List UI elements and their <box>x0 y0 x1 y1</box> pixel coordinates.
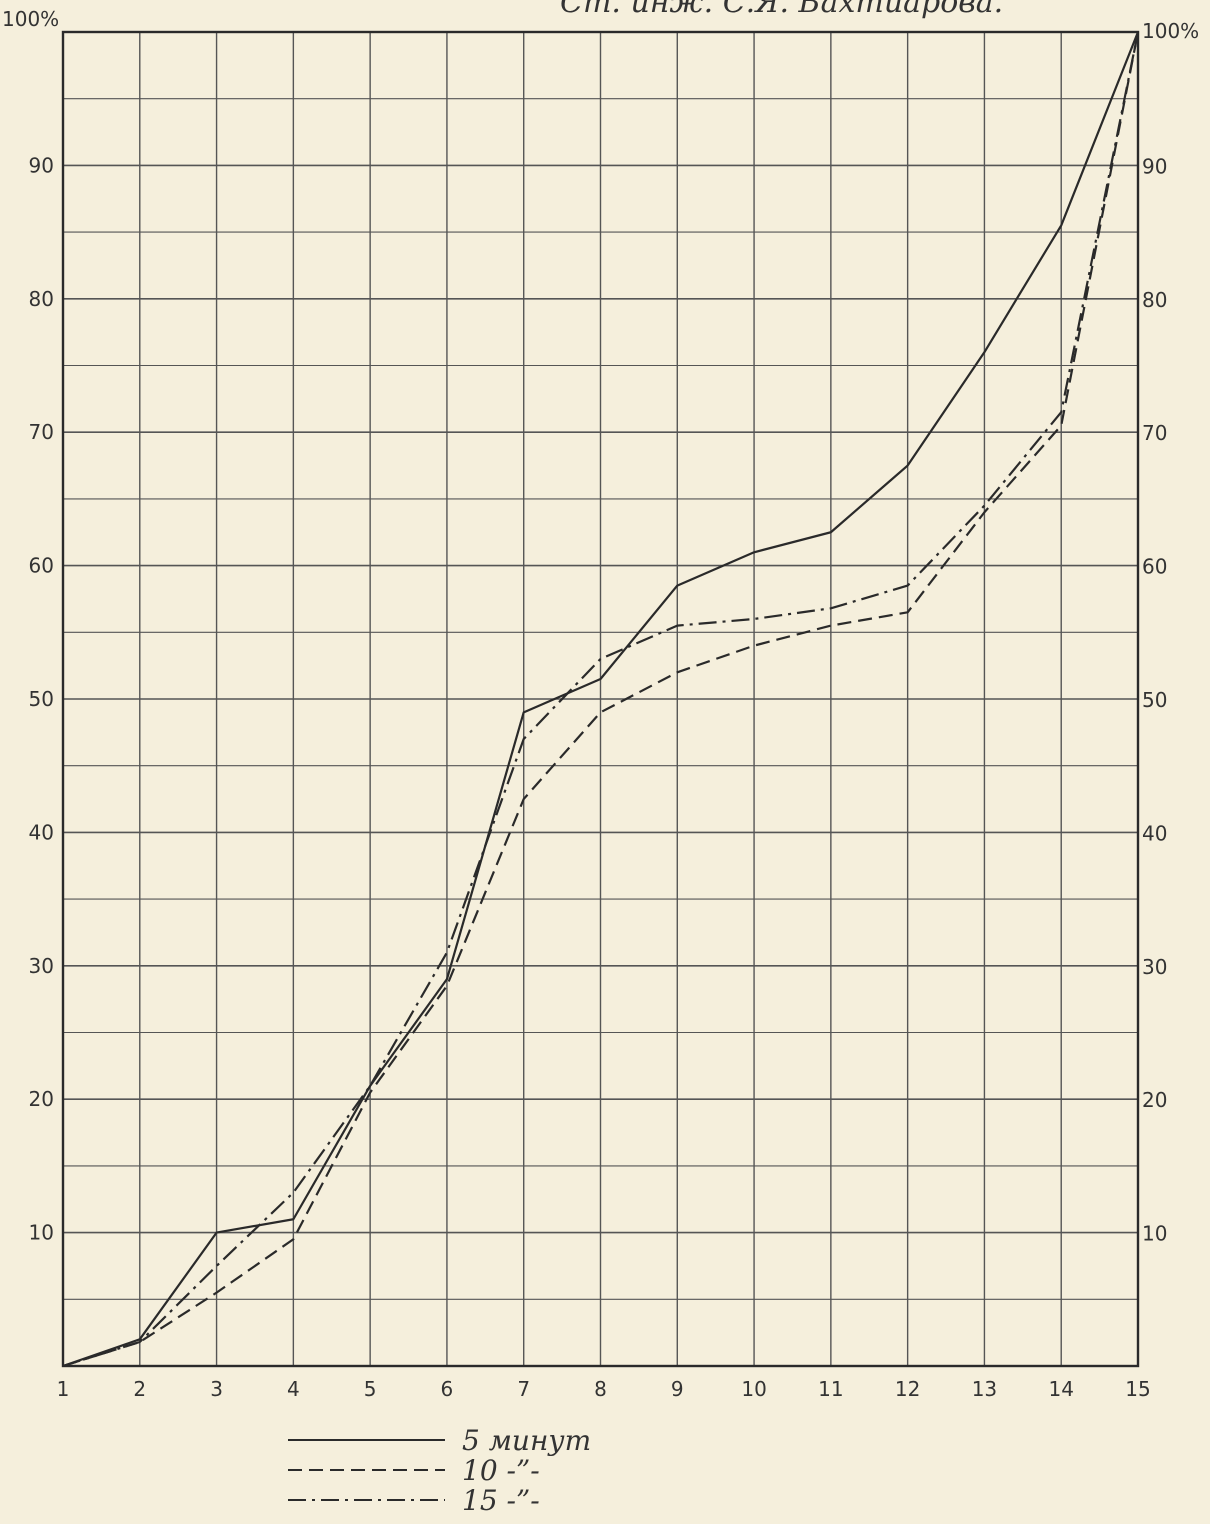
y-tick-label-right: 60 <box>1142 555 1167 579</box>
x-tick-label: 13 <box>972 1377 997 1401</box>
y-tick-label-right: 80 <box>1142 288 1167 312</box>
x-tick-label: 11 <box>818 1377 843 1401</box>
y-tick-label-left: 90 <box>29 153 54 177</box>
x-tick-label: 7 <box>517 1377 530 1401</box>
y-tick-label-left: 60 <box>29 554 54 578</box>
y-tick-label-right: 70 <box>1142 421 1167 445</box>
y-tick-label-right: 90 <box>1142 154 1167 178</box>
plot-border <box>61 30 1140 1368</box>
plot-frame <box>61 30 1140 1368</box>
y-tick-label-left: 80 <box>29 287 54 311</box>
header-signature: Ст. инж. С.Я. Бахтиарова. <box>560 0 1003 20</box>
y-tick-label-left: 10 <box>29 1221 54 1245</box>
x-tick-label: 5 <box>364 1377 377 1401</box>
series-line-2 <box>62 31 1140 1368</box>
x-tick-label: 12 <box>895 1377 920 1401</box>
x-tick-label: 4 <box>287 1377 300 1401</box>
y-tick-label-right: 40 <box>1142 821 1167 845</box>
y-tick-label-left: 40 <box>29 820 54 844</box>
y-tick-label-left: 100% <box>2 7 59 31</box>
x-tick-label: 8 <box>594 1377 607 1401</box>
y-tick-label-right: 100% <box>1142 19 1199 43</box>
y-tick-label-right: 20 <box>1142 1088 1167 1112</box>
series-lines <box>62 31 1140 1368</box>
legend-label-1: 5 минут <box>462 1424 591 1457</box>
x-tick-label: 2 <box>133 1377 146 1401</box>
x-tick-label: 6 <box>441 1377 454 1401</box>
series-line-3 <box>62 31 1140 1368</box>
series-line-1 <box>62 31 1140 1368</box>
chart-grid <box>62 31 1139 1367</box>
y-tick-label-right: 50 <box>1142 688 1167 712</box>
legend-label-3: 15 -”- <box>462 1484 540 1517</box>
y-tick-label-left: 70 <box>29 420 54 444</box>
legend-label-2: 10 -”- <box>462 1454 540 1487</box>
x-tick-label: 15 <box>1125 1377 1150 1401</box>
x-tick-label: 14 <box>1048 1377 1073 1401</box>
x-tick-label: 9 <box>671 1377 684 1401</box>
y-tick-label-left: 30 <box>29 954 54 978</box>
y-tick-label-right: 10 <box>1142 1222 1167 1246</box>
y-tick-label-right: 30 <box>1142 955 1167 979</box>
x-tick-labels: 1 2 3 4 5 6 7 8 9 10 11 12 13 14 15 <box>57 1377 1151 1401</box>
y-tick-labels-right: 10 20 30 40 50 60 70 80 90 100% <box>1142 19 1199 1246</box>
y-tick-label-left: 20 <box>29 1087 54 1111</box>
y-tick-labels-left: 10 20 30 40 50 60 70 80 90 100% <box>2 7 59 1245</box>
x-tick-label: 10 <box>741 1377 766 1401</box>
x-tick-label: 1 <box>57 1377 70 1401</box>
y-tick-label-left: 50 <box>29 687 54 711</box>
x-tick-label: 3 <box>210 1377 223 1401</box>
